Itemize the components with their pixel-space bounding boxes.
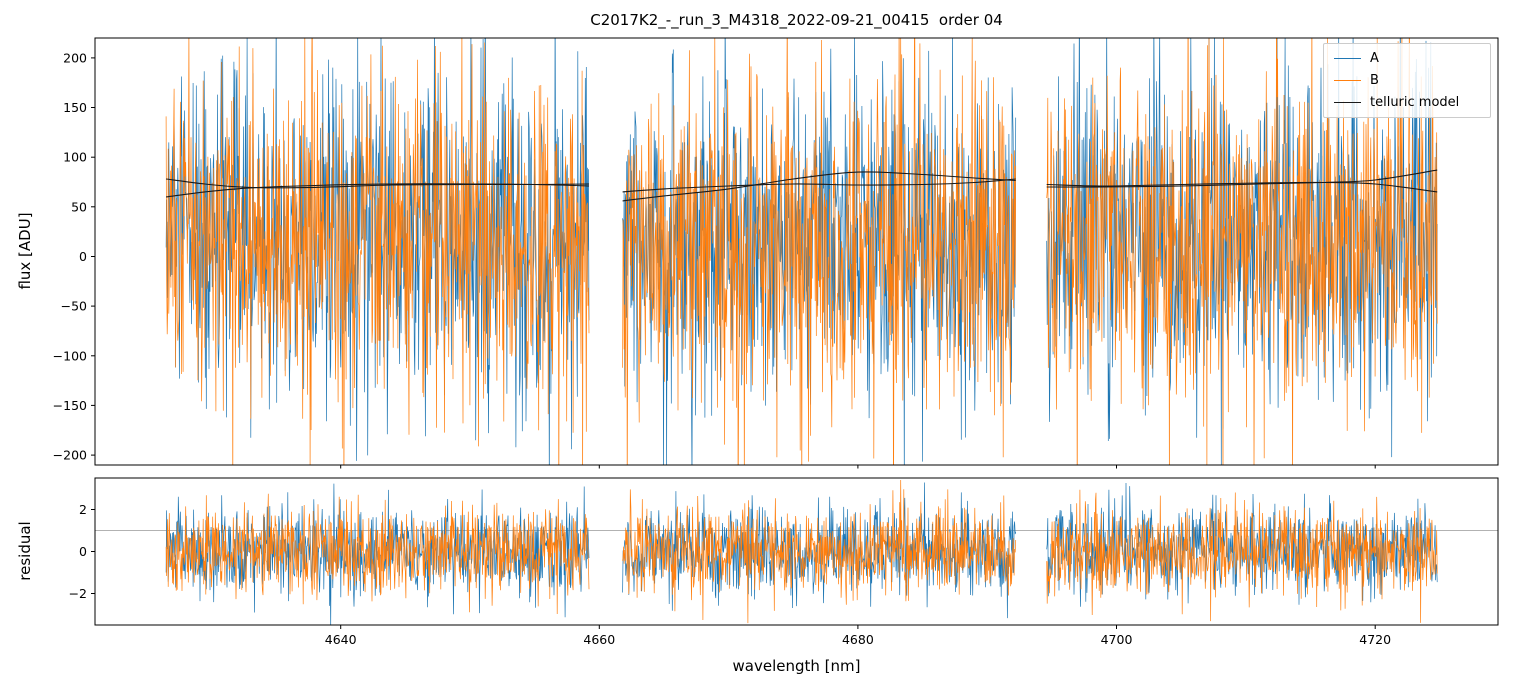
spectrum-line bbox=[1046, 38, 1438, 465]
telluric-model-line bbox=[622, 171, 1016, 202]
tick-label: −100 bbox=[53, 348, 87, 363]
spectrum-line bbox=[165, 493, 590, 615]
x-axis: 4640 4660 4680 4700 4720 bbox=[325, 465, 1391, 647]
legend-swatch bbox=[1334, 102, 1361, 103]
legend-item-b: B bbox=[1334, 74, 1480, 87]
spectrum-line bbox=[1046, 489, 1438, 623]
tick-label: 200 bbox=[63, 50, 87, 65]
chart-title: C2017K2_-_run_3_M4318_2022-09-21_00415 o… bbox=[590, 11, 1003, 29]
spectrum-line bbox=[165, 483, 590, 625]
tick-label: 150 bbox=[63, 100, 87, 115]
tick-label: 0 bbox=[79, 249, 87, 264]
legend-swatch bbox=[1334, 80, 1361, 81]
legend-item-telluric-model: telluric model bbox=[1334, 96, 1480, 109]
tick-label: 50 bbox=[71, 199, 87, 214]
tick-label: −150 bbox=[53, 398, 87, 413]
telluric-model-group bbox=[166, 169, 1438, 202]
spectrum-line bbox=[622, 38, 1017, 465]
residual-axis-label: residual bbox=[16, 521, 34, 581]
spectrum-line bbox=[622, 479, 1017, 624]
legend-label: telluric model bbox=[1370, 95, 1460, 110]
flux-series-group bbox=[165, 38, 1438, 465]
residual-y-axis: 2 0 −2 bbox=[69, 502, 95, 601]
telluric-model-line bbox=[1046, 181, 1438, 193]
tick-label: 4660 bbox=[583, 632, 615, 647]
wavelength-axis-label: wavelength [nm] bbox=[732, 657, 861, 675]
tick-label: 2 bbox=[79, 502, 87, 517]
tick-label: −2 bbox=[69, 586, 87, 601]
residual-series-group bbox=[165, 479, 1438, 625]
legend-swatch bbox=[1334, 58, 1361, 59]
tick-label: 4680 bbox=[842, 632, 874, 647]
legend-item-a: A bbox=[1334, 52, 1480, 65]
spectrum-line bbox=[165, 38, 590, 465]
tick-label: −200 bbox=[53, 448, 87, 463]
flux-panel-border bbox=[94, 37, 1499, 466]
tick-label: 4640 bbox=[325, 632, 357, 647]
telluric-model-line bbox=[1046, 169, 1438, 188]
legend-label: A bbox=[1370, 51, 1379, 66]
tick-label: 0 bbox=[79, 544, 87, 559]
flux-y-axis: 200 150 100 50 0 −50 −100 −150 −200 bbox=[53, 50, 95, 463]
flux-axis-label: flux [ADU] bbox=[16, 212, 34, 290]
tick-label: 4720 bbox=[1359, 632, 1391, 647]
tick-label: 4700 bbox=[1101, 632, 1133, 647]
telluric-model-line bbox=[622, 178, 1016, 193]
telluric-model-line bbox=[166, 178, 590, 189]
tick-label: 100 bbox=[63, 150, 87, 165]
tick-label: −50 bbox=[61, 299, 87, 314]
legend-label: B bbox=[1370, 73, 1379, 88]
